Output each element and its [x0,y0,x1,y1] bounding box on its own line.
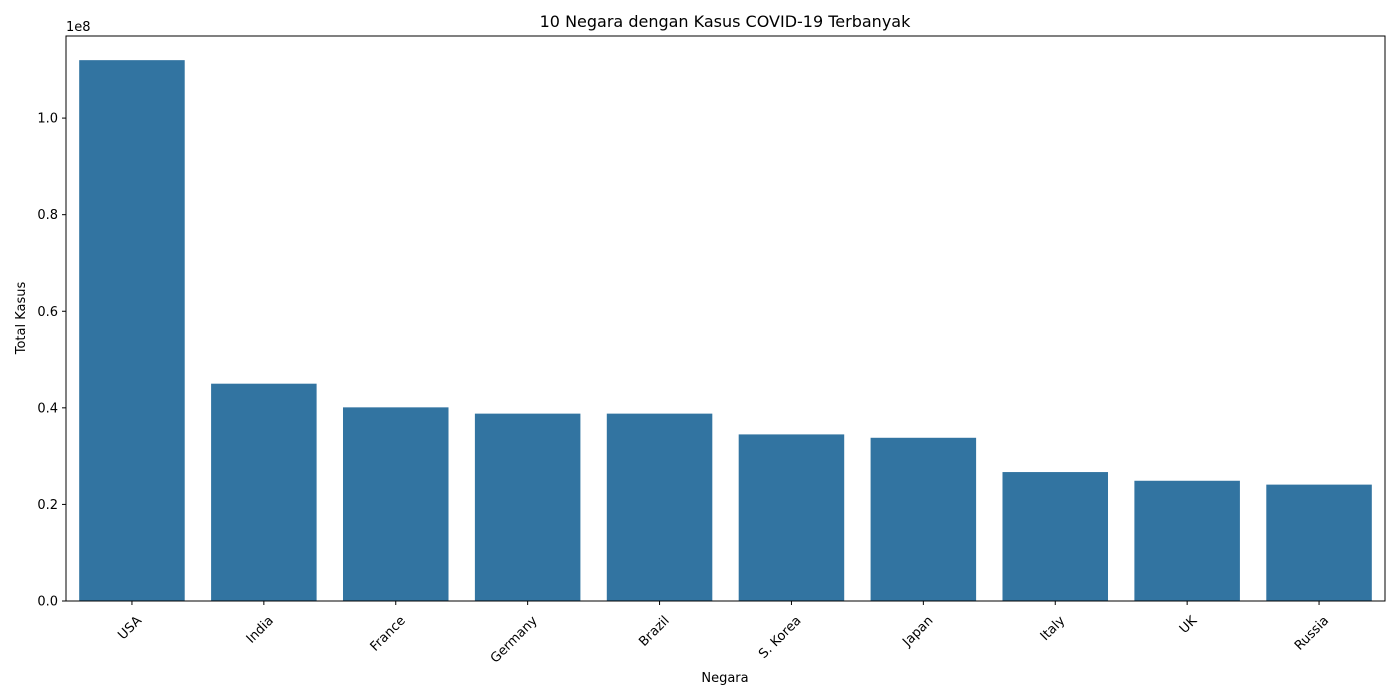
bar-france [342,407,449,601]
bar-russia [1266,484,1372,601]
chart-title: 10 Negara dengan Kasus COVID-19 Terbanya… [540,12,911,31]
bar-italy [1002,472,1109,601]
y-tick-label: 0.6 [37,305,58,320]
y-tick-label: 0.2 [37,498,58,513]
bar-usa [79,60,185,601]
y-axis-offset-label: 1e8 [66,20,91,35]
bar-brazil [606,413,713,601]
x-tick-label: Italy [1038,613,1069,644]
y-tick-label: 0.8 [37,208,58,223]
y-tick-label: 0.4 [37,401,58,416]
bars-group [79,60,1372,601]
bar-uk [1134,480,1240,601]
y-tick-label: 1.0 [37,112,58,127]
x-tick-label: Germany [488,613,541,666]
x-tick-label: UK [1177,613,1201,637]
x-tick-label: Japan [899,613,936,650]
y-axis-label: Total Kasus [14,282,29,356]
x-tick-label: Brazil [636,613,672,649]
x-tick-label: USA [115,613,145,643]
x-axis-label: Negara [701,671,748,686]
plot-frame [65,35,1386,602]
bar-s-korea [738,434,845,601]
x-tick-label: Russia [1292,613,1332,653]
x-axis-ticks: USA India France Germany Brazil S. Korea Japan… [115,601,1332,666]
bar-japan [870,437,977,601]
x-tick-label: S. Korea [756,613,804,661]
x-tick-label: France [368,613,409,654]
y-axis-ticks: 0.0 0.2 0.4 0.6 0.8 1.0 [37,112,66,610]
bar-germany [474,413,581,601]
x-tick-label: India [244,613,277,646]
y-tick-label: 0.0 [37,595,58,610]
bar-india [211,383,317,601]
